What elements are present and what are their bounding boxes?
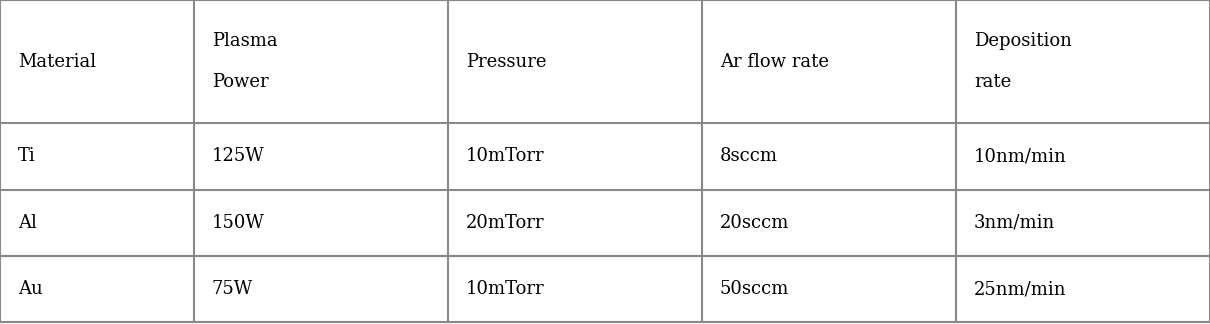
Text: 10nm/min: 10nm/min (974, 147, 1067, 165)
Text: 75W: 75W (212, 280, 253, 298)
Text: 3nm/min: 3nm/min (974, 214, 1055, 232)
Text: 10mTorr: 10mTorr (466, 280, 544, 298)
Text: Plasma

Power: Plasma Power (212, 32, 277, 91)
Text: 125W: 125W (212, 147, 265, 165)
Text: Au: Au (18, 280, 42, 298)
Text: Material: Material (18, 52, 97, 71)
Text: 25nm/min: 25nm/min (974, 280, 1066, 298)
Text: 150W: 150W (212, 214, 265, 232)
Text: 50sccm: 50sccm (720, 280, 789, 298)
Text: Pressure: Pressure (466, 52, 547, 71)
Text: Al: Al (18, 214, 38, 232)
Text: Ti: Ti (18, 147, 36, 165)
Text: Deposition

rate: Deposition rate (974, 32, 1072, 91)
Text: 8sccm: 8sccm (720, 147, 778, 165)
Text: 20mTorr: 20mTorr (466, 214, 544, 232)
Text: Ar flow rate: Ar flow rate (720, 52, 829, 71)
Text: 20sccm: 20sccm (720, 214, 789, 232)
Text: 10mTorr: 10mTorr (466, 147, 544, 165)
